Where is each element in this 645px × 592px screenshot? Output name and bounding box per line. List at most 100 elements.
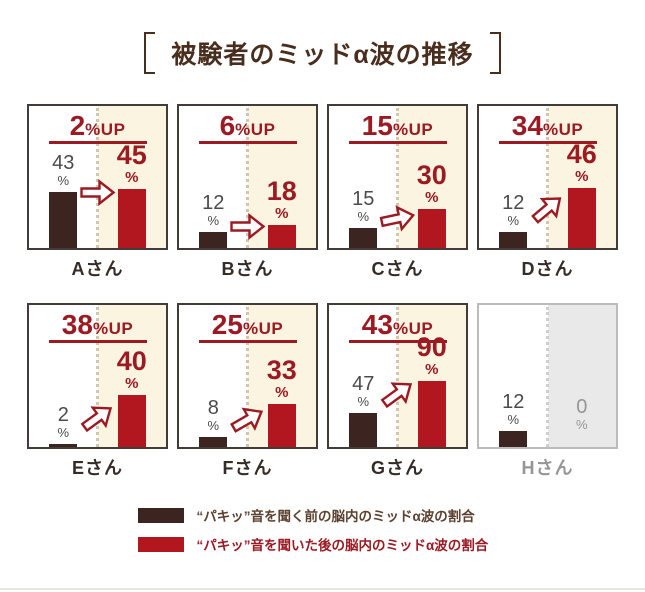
percent-sign: % <box>425 189 439 206</box>
legend-item-after: “パキッ”音を聞いた後の脳内のミッドα波の割合 <box>137 534 508 554</box>
after-value: 90 <box>416 332 447 362</box>
after-swatch <box>137 536 184 552</box>
before-value-label: 8% <box>207 398 219 432</box>
before-value-label: 43% <box>52 153 74 187</box>
before-value: 43 <box>52 152 75 174</box>
up-percentage-label: 34%UP <box>498 110 597 144</box>
panels-grid: 2%UP 43% 45% Aさん 6%UP 12% 18% Bさん 15%UP 15% 30% Cさん… <box>27 104 618 480</box>
up-value: 25 <box>211 309 243 340</box>
panels-row-1: 2%UP 43% 45% Aさん 6%UP 12% 18% Bさん 15%UP 15% 30% Cさん… <box>27 104 618 281</box>
percent-sign: % <box>507 213 520 228</box>
percent-sign: % <box>357 209 370 224</box>
subject-chart: 12% 0% <box>477 303 618 449</box>
title-left-bracket-icon <box>144 32 156 74</box>
after-value: 45 <box>116 140 147 170</box>
subject-chart: 34%UP 12% 46% <box>477 104 618 250</box>
subject-panel: 12% 0% Hさん <box>477 303 618 480</box>
bottom-edge-line <box>0 588 645 590</box>
after-value-label: 18% <box>266 176 297 222</box>
before-value: 47 <box>352 373 375 395</box>
after-bar <box>417 209 446 248</box>
before-value-label: 12% <box>202 193 224 227</box>
divider-dotted-line <box>396 108 399 248</box>
up-percentage-label: 15%UP <box>348 112 447 144</box>
divider-dotted-line <box>96 307 99 447</box>
divider-dotted-line <box>396 307 399 447</box>
before-bar <box>349 413 378 447</box>
subject-name: Eさん <box>71 458 123 478</box>
after-value: 30 <box>416 160 447 190</box>
before-value: 12 <box>502 391 525 413</box>
page-title: 被験者のミッドα波の推移 <box>171 41 474 69</box>
before-bar <box>49 192 78 248</box>
after-value: 46 <box>566 139 597 169</box>
after-value-label: 46% <box>566 139 597 185</box>
percent-sign: % <box>207 418 220 433</box>
up-value: 34 <box>511 110 543 141</box>
up-percentage-label: 2%UP <box>48 112 147 144</box>
after-bar <box>267 404 296 447</box>
after-bar <box>267 225 296 248</box>
after-value: 0 <box>576 396 588 418</box>
after-half-background <box>547 305 616 447</box>
after-value-label: 33% <box>267 357 297 401</box>
up-percentage-label: 43%UP <box>348 309 447 343</box>
divider-dotted-line <box>246 108 249 248</box>
percent-sign: % <box>575 168 589 185</box>
before-bar <box>49 444 78 447</box>
subject-name: Cさん <box>371 259 424 279</box>
subject-panel: 38%UP 2% 40% Eさん <box>27 303 168 480</box>
after-value-label: 30% <box>416 160 447 206</box>
before-bar <box>199 232 228 248</box>
increase-arrow-icon <box>225 399 271 441</box>
percent-sign: % <box>207 213 220 228</box>
subject-chart: 6%UP 12% 18% <box>177 104 318 250</box>
increase-arrow-icon <box>375 372 421 416</box>
increase-arrow-icon <box>75 396 121 440</box>
after-bar <box>117 189 146 248</box>
before-legend-label: “パキッ”音を聞く前の脳内のミッドα波の割合 <box>196 509 475 524</box>
after-legend-label: “パキッ”音を聞いた後の脳内のミッドα波の割合 <box>196 538 489 553</box>
up-suffix: %UP <box>392 319 434 338</box>
after-value: 40 <box>116 346 147 376</box>
before-value: 12 <box>502 192 525 214</box>
before-value-label: 47% <box>352 374 374 408</box>
before-bar <box>199 437 228 447</box>
percent-sign: % <box>357 394 370 409</box>
increase-arrow-icon <box>525 186 571 230</box>
up-percentage-label: 6%UP <box>198 110 297 144</box>
after-value-label: 0% <box>576 397 588 431</box>
subject-name: Hさん <box>521 458 574 478</box>
up-percentage-label: 38%UP <box>48 311 147 343</box>
after-bar <box>117 395 146 447</box>
subject-name: Gさん <box>370 458 424 478</box>
divider-dotted-line <box>546 108 549 248</box>
up-value: 43 <box>361 309 393 340</box>
after-value-label: 90% <box>416 332 447 378</box>
before-value: 2 <box>57 404 69 426</box>
up-suffix: %UP <box>542 120 584 139</box>
divider-dotted-line <box>546 307 549 447</box>
before-value-label: 15% <box>352 189 374 223</box>
subject-name: Fさん <box>222 458 273 478</box>
before-value: 15 <box>352 188 375 210</box>
increase-arrow-icon <box>229 213 266 240</box>
percent-sign: % <box>57 425 70 440</box>
up-suffix: %UP <box>392 120 434 139</box>
divider-dotted-line <box>246 307 249 447</box>
panels-row-2: 38%UP 2% 40% Eさん 25%UP 8% 33% Fさん 43%UP 47% 90% Gさん… <box>27 303 618 480</box>
before-value: 8 <box>207 397 219 419</box>
percent-sign: % <box>275 384 289 401</box>
up-percentage-label: 25%UP <box>198 309 297 343</box>
subject-panel: 6%UP 12% 18% Bさん <box>177 104 318 281</box>
up-value: 6 <box>219 110 236 141</box>
percent-sign: % <box>575 417 588 432</box>
up-suffix: %UP <box>85 120 126 139</box>
subject-chart: 43%UP 47% 90% <box>327 303 468 449</box>
subject-panel: 25%UP 8% 33% Fさん <box>177 303 318 480</box>
after-bar <box>417 381 446 447</box>
up-suffix: %UP <box>235 120 276 139</box>
subject-chart: 15%UP 15% 30% <box>327 104 468 250</box>
after-value: 18 <box>266 176 297 206</box>
divider-dotted-line <box>96 108 99 248</box>
